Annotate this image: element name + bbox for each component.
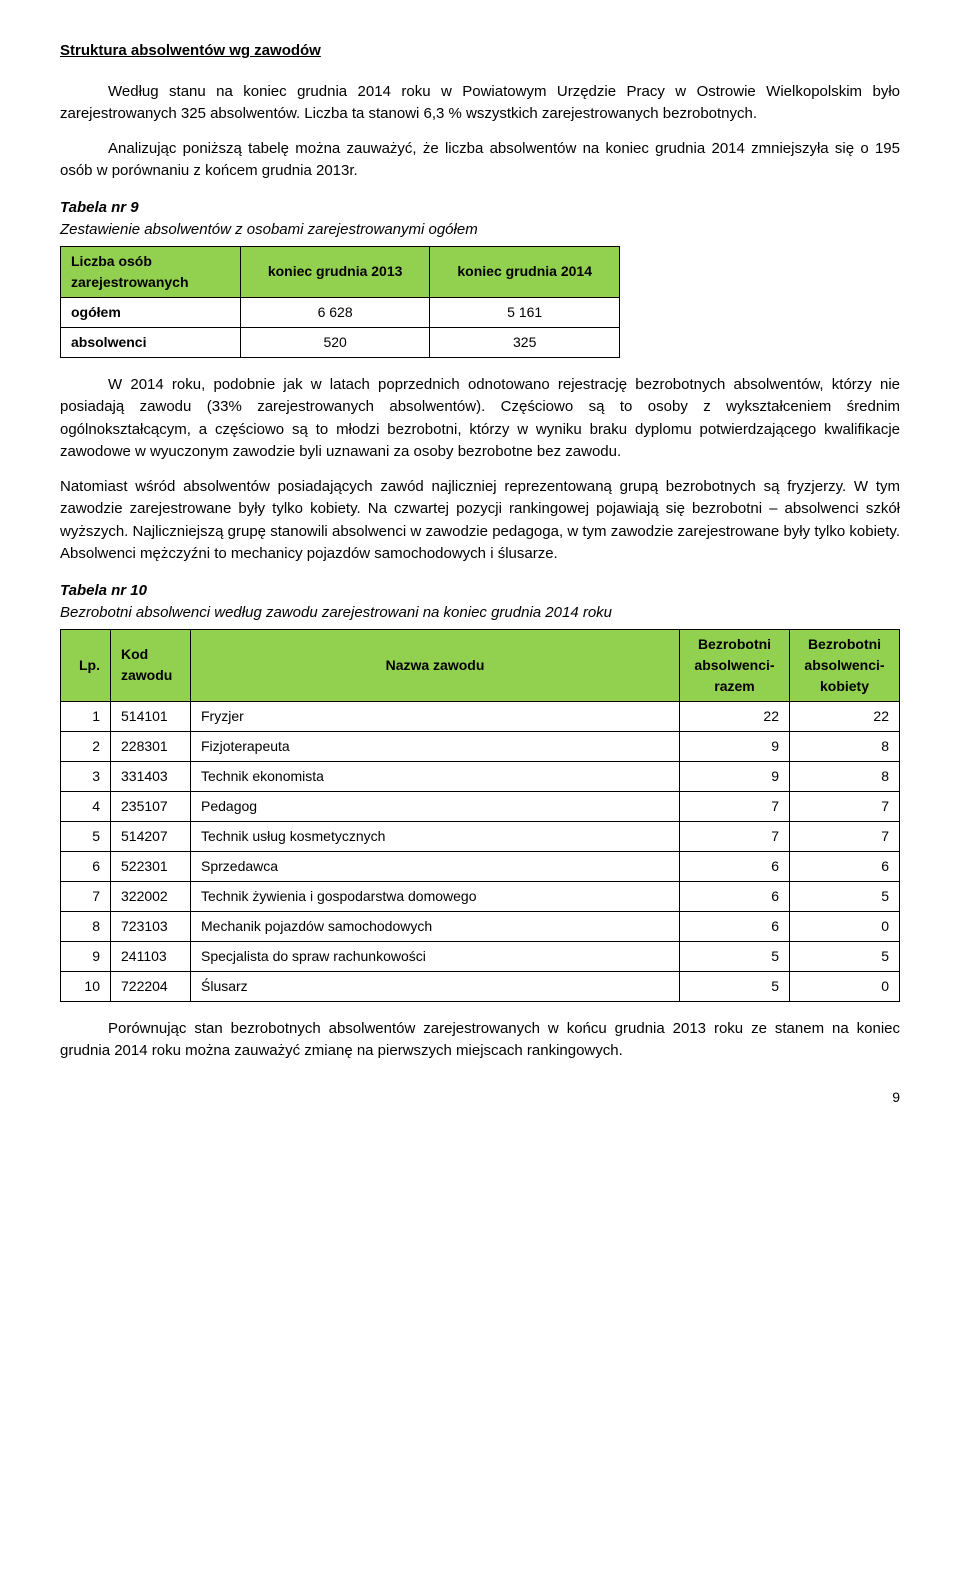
table-cell: 5 xyxy=(61,821,111,851)
table10-h4: Bezrobotni absolwenci- kobiety xyxy=(790,629,900,701)
table10-h3: Bezrobotni absolwenci- razem xyxy=(680,629,790,701)
table9-h0: Liczba osób zarejestrowanych xyxy=(61,246,241,297)
table-cell: Technik żywienia i gospodarstwa domowego xyxy=(191,881,680,911)
table9-caption: Tabela nr 9 xyxy=(60,197,900,220)
table-cell: 514207 xyxy=(111,821,191,851)
table-cell: Sprzedawca xyxy=(191,851,680,881)
table10-subtitle: Bezrobotni absolwenci według zawodu zare… xyxy=(60,602,900,625)
table-row: 6522301Sprzedawca66 xyxy=(61,851,900,881)
section-title: Struktura absolwentów wg zawodów xyxy=(60,40,900,63)
table-cell: 0 xyxy=(790,911,900,941)
table-cell: 7 xyxy=(790,821,900,851)
table-cell: 6 xyxy=(680,881,790,911)
table-cell: Fryzjer xyxy=(191,701,680,731)
table-cell: 7 xyxy=(790,791,900,821)
table-cell: 722204 xyxy=(111,971,191,1001)
paragraph-5: Porównując stan bezrobotnych absolwentów… xyxy=(60,1018,900,1063)
table9-h1: koniec grudnia 2013 xyxy=(240,246,430,297)
table10-h0: Lp. xyxy=(61,629,111,701)
table-cell: 235107 xyxy=(111,791,191,821)
table-cell: Technik ekonomista xyxy=(191,761,680,791)
table-cell: 6 xyxy=(61,851,111,881)
table-cell: 325 xyxy=(430,327,620,357)
table-cell: 6 xyxy=(680,851,790,881)
table-cell: absolwenci xyxy=(61,327,241,357)
table-row: 2228301Fizjoterapeuta98 xyxy=(61,731,900,761)
table-row: 9241103Specjalista do spraw rachunkowośc… xyxy=(61,941,900,971)
table-cell: 8 xyxy=(790,761,900,791)
table-row: 3331403Technik ekonomista98 xyxy=(61,761,900,791)
table-cell: 331403 xyxy=(111,761,191,791)
table-cell: Specjalista do spraw rachunkowości xyxy=(191,941,680,971)
table-cell: 9 xyxy=(61,941,111,971)
table9-h2: koniec grudnia 2014 xyxy=(430,246,620,297)
table-cell: 4 xyxy=(61,791,111,821)
table-cell: 514101 xyxy=(111,701,191,731)
table-cell: 522301 xyxy=(111,851,191,881)
page-number: 9 xyxy=(60,1087,900,1108)
table-cell: 5 xyxy=(790,941,900,971)
table-cell: 228301 xyxy=(111,731,191,761)
table10-caption: Tabela nr 10 xyxy=(60,580,900,603)
table-cell: 7 xyxy=(680,791,790,821)
table10-h1: Kod zawodu xyxy=(111,629,191,701)
table9-subtitle: Zestawienie absolwentów z osobami zareje… xyxy=(60,219,900,242)
table-10: Lp. Kod zawodu Nazwa zawodu Bezrobotni a… xyxy=(60,629,900,1002)
table-cell: 22 xyxy=(790,701,900,731)
table-cell: 8 xyxy=(790,731,900,761)
table-cell: 2 xyxy=(61,731,111,761)
table-cell: 5 xyxy=(680,971,790,1001)
table-9: Liczba osób zarejestrowanych koniec grud… xyxy=(60,246,620,358)
table-cell: 5 161 xyxy=(430,297,620,327)
table-cell: 322002 xyxy=(111,881,191,911)
table-row: ogółem6 6285 161 xyxy=(61,297,620,327)
table-cell: 9 xyxy=(680,761,790,791)
table-cell: Mechanik pojazdów samochodowych xyxy=(191,911,680,941)
table-cell: 6 xyxy=(790,851,900,881)
table-cell: 7 xyxy=(61,881,111,911)
table-cell: 8 xyxy=(61,911,111,941)
table-cell: 5 xyxy=(790,881,900,911)
table-row: 4235107Pedagog77 xyxy=(61,791,900,821)
table-cell: 1 xyxy=(61,701,111,731)
paragraph-3: W 2014 roku, podobnie jak w latach poprz… xyxy=(60,374,900,464)
table-row: 7322002Technik żywienia i gospodarstwa d… xyxy=(61,881,900,911)
table9-header-row: Liczba osób zarejestrowanych koniec grud… xyxy=(61,246,620,297)
table-row: 1514101Fryzjer2222 xyxy=(61,701,900,731)
paragraph-4: Natomiast wśród absolwentów posiadającyc… xyxy=(60,476,900,566)
table-cell: 22 xyxy=(680,701,790,731)
table-cell: 723103 xyxy=(111,911,191,941)
paragraph-2: Analizując poniższą tabelę można zauważy… xyxy=(60,138,900,183)
table-row: 10722204Ślusarz50 xyxy=(61,971,900,1001)
table-cell: 520 xyxy=(240,327,430,357)
table-cell: 9 xyxy=(680,731,790,761)
table-row: 8723103Mechanik pojazdów samochodowych60 xyxy=(61,911,900,941)
table10-h2: Nazwa zawodu xyxy=(191,629,680,701)
table-cell: 10 xyxy=(61,971,111,1001)
paragraph-1: Według stanu na koniec grudnia 2014 roku… xyxy=(60,81,900,126)
table-row: 5514207Technik usług kosmetycznych77 xyxy=(61,821,900,851)
table10-header-row: Lp. Kod zawodu Nazwa zawodu Bezrobotni a… xyxy=(61,629,900,701)
table-cell: 7 xyxy=(680,821,790,851)
table-cell: 6 628 xyxy=(240,297,430,327)
table9-body: ogółem6 6285 161absolwenci520325 xyxy=(61,297,620,357)
table-cell: Fizjoterapeuta xyxy=(191,731,680,761)
table-cell: Technik usług kosmetycznych xyxy=(191,821,680,851)
table-cell: ogółem xyxy=(61,297,241,327)
table-row: absolwenci520325 xyxy=(61,327,620,357)
table-cell: 6 xyxy=(680,911,790,941)
table-cell: Ślusarz xyxy=(191,971,680,1001)
table10-body: 1514101Fryzjer22222228301Fizjoterapeuta9… xyxy=(61,701,900,1001)
table-cell: Pedagog xyxy=(191,791,680,821)
table-cell: 5 xyxy=(680,941,790,971)
table-cell: 3 xyxy=(61,761,111,791)
table-cell: 241103 xyxy=(111,941,191,971)
table-cell: 0 xyxy=(790,971,900,1001)
